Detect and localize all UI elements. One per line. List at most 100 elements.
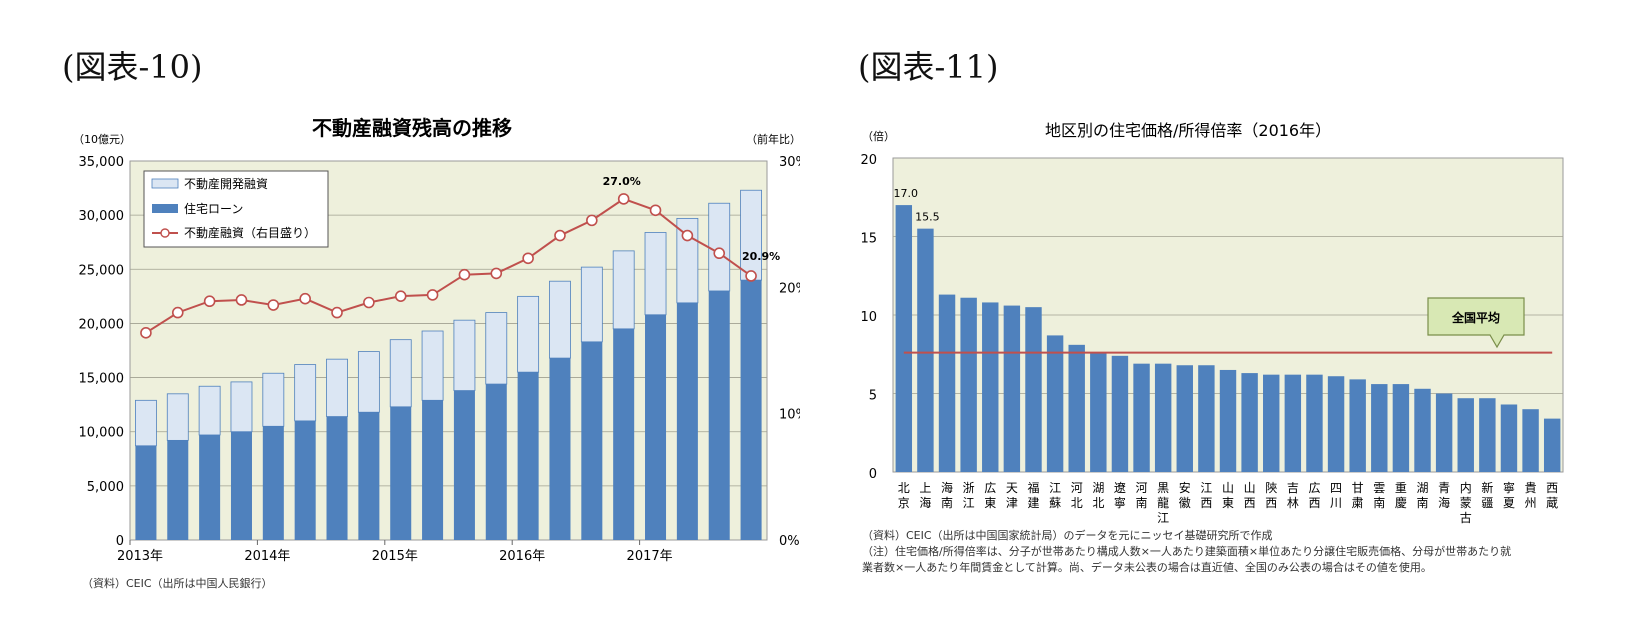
bar-development-loan — [389, 339, 412, 408]
y-tick-label: 0 — [869, 467, 877, 482]
bar-region — [1543, 418, 1561, 472]
category-label: 四川 — [1330, 481, 1342, 510]
line-point — [394, 290, 407, 302]
bar-region — [1198, 365, 1215, 472]
bar-region — [1154, 363, 1172, 472]
bar-mortgage — [645, 314, 667, 540]
y-tick-label: 25,000 — [79, 263, 125, 278]
legend-label-mortgage: 住宅ローン — [184, 201, 243, 216]
bar-development-loan — [198, 385, 221, 436]
category-label: 黒龍江 — [1157, 481, 1169, 525]
x-tick-label: 2017年 — [627, 549, 673, 564]
y-tick-label: 10,000 — [79, 426, 125, 441]
bar-development-loan — [262, 372, 285, 427]
category-label: 雲南 — [1373, 481, 1385, 510]
source-note: 業者数×一人あたり年間賃金として計算。尚、データ未公表の場合は直近値、全国のみ公… — [862, 560, 1432, 574]
category-label: 貴州 — [1525, 481, 1537, 510]
category-label: 福建 — [1027, 480, 1039, 510]
bar-development-loan — [644, 232, 667, 316]
bar-mortgage — [549, 358, 571, 540]
bar-mortgage — [676, 302, 698, 540]
y-tick-label: 35,000 — [79, 155, 125, 170]
category-label: 新疆 — [1481, 480, 1493, 510]
line-point — [522, 252, 534, 265]
category-label: 陝西 — [1265, 480, 1277, 510]
y2-tick-label: 10% — [779, 408, 800, 423]
legend-label-line: 不動産融資（右目盛り） — [184, 225, 316, 240]
category-label: 遼寧 — [1114, 481, 1126, 510]
source-note: （資料）CEIC（出所は中国人民銀行） — [82, 576, 273, 590]
y-tick-label: 15,000 — [79, 372, 125, 387]
bar-region — [1263, 374, 1280, 472]
category-label: 広東 — [984, 481, 996, 510]
category-label: 広西 — [1308, 481, 1320, 510]
bar-development-loan — [612, 250, 635, 330]
bar-region — [1176, 365, 1193, 472]
category-label: 内蒙古 — [1460, 481, 1472, 525]
bar-region — [1327, 376, 1345, 472]
bar-mortgage — [326, 416, 348, 540]
real-estate-loan-chart: 0 5,000 10,000 15,000 20,000 25,000 30,000 35,0… — [73, 116, 800, 590]
x-tick-label: 2015年 — [372, 549, 418, 564]
bar-region — [1003, 305, 1021, 472]
y2-axis-unit: （前年比） — [746, 132, 800, 146]
bar-development-loan — [135, 399, 157, 447]
category-label: 湖北 — [1092, 480, 1104, 510]
bar-region — [960, 297, 977, 472]
bar-region — [1046, 335, 1064, 472]
category-label: 重慶 — [1395, 481, 1407, 510]
bar-development-loan — [166, 393, 189, 441]
bar-mortgage — [581, 341, 603, 540]
legend-swatch-development — [151, 178, 179, 189]
bar-development-loan — [580, 266, 603, 343]
x-tick-label: 2014年 — [244, 549, 290, 564]
line-point — [331, 306, 343, 319]
line-point — [681, 229, 694, 242]
bar-mortgage — [613, 328, 635, 540]
legend-label-development: 不動産開発融資 — [184, 176, 268, 191]
category-label: 西蔵 — [1546, 481, 1558, 510]
peak-annotation: 27.0% — [603, 175, 641, 188]
line-point — [617, 193, 630, 205]
bar-region — [1219, 369, 1237, 472]
category-label: 天津 — [1006, 481, 1018, 510]
category-label: 上海 — [919, 481, 931, 510]
bar-development-loan — [294, 364, 317, 422]
bar-region — [1500, 404, 1518, 472]
bar-region — [895, 205, 913, 472]
bar-development-loan — [421, 330, 444, 401]
y-tick-label: 20 — [860, 153, 877, 168]
y-tick-label: 5,000 — [87, 480, 124, 495]
bar-region — [917, 228, 934, 472]
bar-mortgage — [358, 412, 380, 540]
bar-region — [1435, 393, 1453, 472]
bar-mortgage — [485, 384, 507, 540]
category-label: 海南 — [941, 480, 953, 510]
bar-region — [1371, 384, 1388, 472]
y2-tick-label: 0% — [779, 534, 800, 549]
line-point — [649, 204, 662, 217]
bar-region — [1414, 388, 1431, 472]
bar-development-loan — [230, 381, 253, 433]
category-label: 江蘇 — [1049, 481, 1061, 510]
bar-mortgage — [517, 372, 539, 540]
bar-development-loan — [453, 319, 476, 391]
x-tick-label: 2016年 — [499, 549, 545, 564]
bar-development-loan — [485, 312, 508, 385]
line-point — [713, 247, 726, 260]
bar-region — [1522, 409, 1539, 472]
bar-mortgage — [262, 426, 284, 540]
bar-region — [1133, 363, 1150, 472]
x-tick-label: 2013年 — [117, 549, 163, 564]
bar-mortgage — [167, 440, 189, 540]
bar-value-label: 15.5 — [915, 211, 940, 224]
source-note: （注）住宅価格/所得倍率は、分子が世帯あたり構成人数×一人あたり建築面積×単位あ… — [862, 544, 1511, 558]
bar-mortgage — [740, 280, 762, 540]
y-tick-label: 30,000 — [79, 209, 125, 224]
y-tick-label: 20,000 — [79, 317, 125, 332]
line-point — [745, 270, 757, 282]
line-point — [299, 292, 311, 305]
category-label: 浙江 — [963, 481, 975, 510]
bar-region — [1284, 374, 1302, 472]
